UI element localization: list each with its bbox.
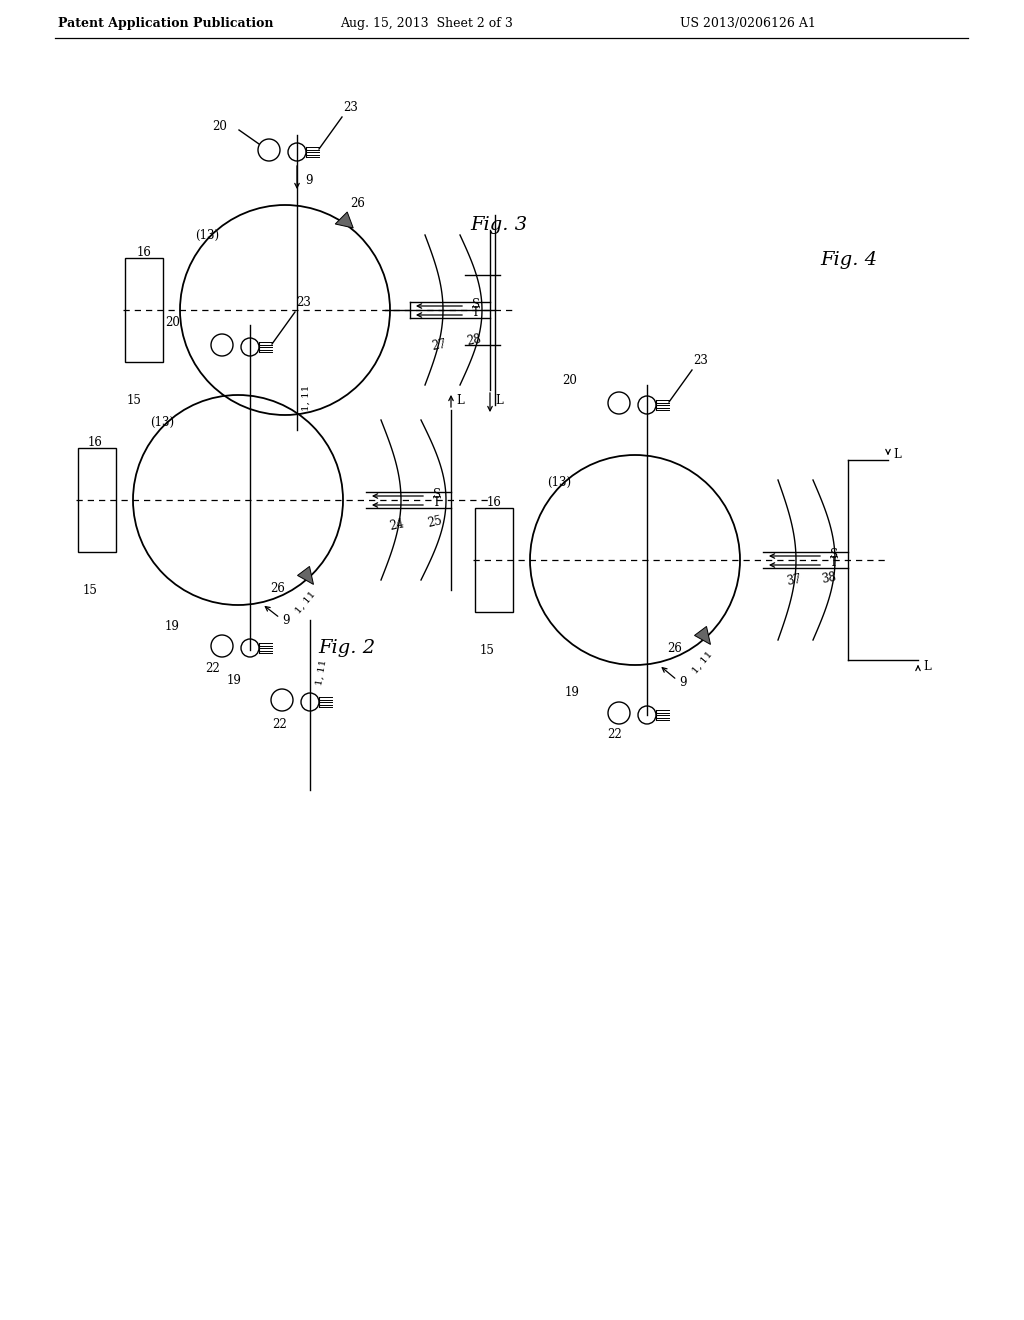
Text: S: S: [472, 297, 480, 310]
Text: 24: 24: [388, 517, 406, 533]
Text: 1, 11: 1, 11: [294, 590, 317, 615]
Text: 28: 28: [465, 333, 481, 347]
Polygon shape: [694, 627, 711, 644]
Text: 9: 9: [679, 676, 686, 689]
Text: 15: 15: [83, 583, 98, 597]
Text: 20: 20: [212, 120, 227, 133]
Text: S: S: [433, 487, 441, 500]
Text: 1, 11: 1, 11: [302, 385, 311, 412]
Text: (13): (13): [195, 228, 219, 242]
Text: 27: 27: [430, 338, 446, 352]
Text: 16: 16: [487, 495, 502, 508]
Text: 26: 26: [668, 642, 682, 655]
Text: 23: 23: [693, 354, 708, 367]
Text: 38: 38: [820, 570, 837, 586]
Text: 15: 15: [127, 393, 142, 407]
Text: Fig. 2: Fig. 2: [318, 639, 375, 657]
Bar: [78, 447, 116, 552]
Text: 9: 9: [282, 614, 290, 627]
Text: Fig. 3: Fig. 3: [470, 216, 527, 234]
Polygon shape: [335, 213, 353, 228]
Text: US 2013/0206126 A1: US 2013/0206126 A1: [680, 16, 816, 29]
Text: 19: 19: [564, 686, 579, 700]
Text: 20: 20: [562, 374, 577, 387]
Text: 20: 20: [165, 315, 180, 329]
Text: 1, 11: 1, 11: [690, 649, 715, 676]
Polygon shape: [298, 566, 313, 585]
Text: Patent Application Publication: Patent Application Publication: [58, 16, 273, 29]
Text: L: L: [893, 447, 901, 461]
Text: (13): (13): [547, 475, 571, 488]
Text: Aug. 15, 2013  Sheet 2 of 3: Aug. 15, 2013 Sheet 2 of 3: [340, 16, 513, 29]
Text: 16: 16: [88, 436, 102, 449]
Text: 15: 15: [480, 644, 495, 656]
Text: T: T: [472, 306, 480, 319]
Text: 9: 9: [305, 173, 312, 186]
Text: 25: 25: [426, 513, 443, 529]
Text: Fig. 4: Fig. 4: [820, 251, 878, 269]
Text: L: L: [923, 660, 931, 672]
Text: L: L: [456, 393, 464, 407]
Text: 22: 22: [607, 729, 622, 742]
Text: T: T: [433, 496, 441, 510]
Text: 37: 37: [785, 573, 802, 587]
Text: 22: 22: [272, 718, 287, 730]
Text: 1, 11: 1, 11: [315, 659, 329, 686]
Bar: [125, 257, 163, 362]
Bar: [475, 508, 513, 612]
Text: L: L: [495, 393, 503, 407]
Text: 16: 16: [137, 246, 152, 259]
Text: 23: 23: [343, 102, 357, 114]
Text: (13): (13): [150, 416, 174, 429]
Text: S: S: [830, 548, 838, 561]
Text: 23: 23: [296, 296, 311, 309]
Text: 22: 22: [205, 661, 220, 675]
Text: 19: 19: [165, 619, 180, 632]
Text: 26: 26: [270, 582, 286, 595]
Text: 19: 19: [227, 673, 242, 686]
Text: T: T: [830, 557, 838, 569]
Text: 26: 26: [350, 198, 366, 210]
